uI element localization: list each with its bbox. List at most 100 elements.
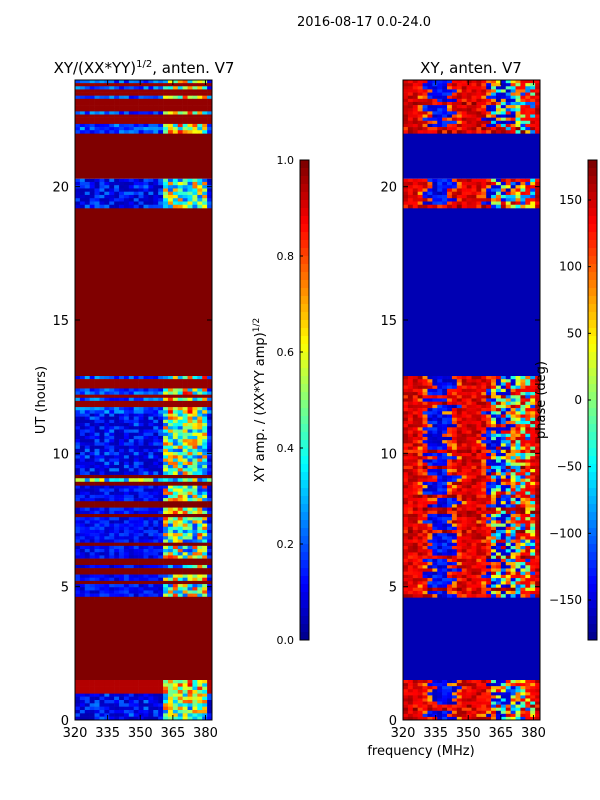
heatmap-cell <box>182 445 188 450</box>
heatmap-cell <box>84 549 90 553</box>
heatmap-cell <box>207 432 213 437</box>
heatmap-cell <box>515 430 521 435</box>
heatmap-cell <box>197 117 203 122</box>
heatmap-cell <box>505 529 511 534</box>
heatmap-cell <box>515 475 521 479</box>
heatmap-cell <box>133 181 139 186</box>
heatmap-cell <box>123 201 130 206</box>
heatmap-cell <box>412 481 418 486</box>
heatmap-cell <box>486 523 492 528</box>
heatmap-cell <box>476 408 482 412</box>
heatmap-cell <box>500 491 507 495</box>
heatmap-cell <box>461 501 467 505</box>
heatmap-cell <box>417 395 423 399</box>
heatmap-cell <box>138 178 144 183</box>
heatmap-cell <box>417 424 423 428</box>
heatmap-cell <box>466 513 472 518</box>
heatmap-cell <box>500 510 507 515</box>
heatmap-cell <box>172 201 179 206</box>
heatmap-cell <box>495 408 502 412</box>
heatmap-cell <box>417 526 423 531</box>
heatmap-cell <box>119 593 125 598</box>
heatmap-cell <box>104 442 110 446</box>
heatmap-cell <box>491 529 497 534</box>
heatmap-cell <box>207 413 213 417</box>
heatmap-cell <box>158 703 164 707</box>
heatmap-cell <box>466 401 472 406</box>
heatmap-cell <box>197 385 203 389</box>
heatmap-cell <box>535 520 541 524</box>
heatmap-cell <box>412 517 418 521</box>
heatmap-cell <box>510 417 516 422</box>
heatmap-cell <box>407 469 414 473</box>
heatmap-cell <box>167 130 174 134</box>
heatmap-cell <box>177 504 183 508</box>
heatmap-cell <box>94 564 100 569</box>
heatmap-cell <box>491 446 497 451</box>
heatmap-cell <box>158 539 164 543</box>
heatmap-cell <box>138 558 144 563</box>
heatmap-cell <box>486 440 492 444</box>
heatmap-cell <box>451 504 458 508</box>
heatmap-cell <box>407 513 414 518</box>
heatmap-cell <box>432 692 438 696</box>
heatmap-cell <box>138 706 144 711</box>
heatmap-cell <box>471 385 477 390</box>
heatmap-cell <box>412 408 418 412</box>
heatmap-cell <box>202 130 208 134</box>
heatmap-cell <box>461 481 467 486</box>
heatmap-cell <box>476 510 482 515</box>
heatmap-cell <box>197 580 203 585</box>
heatmap-cell <box>422 398 428 402</box>
heatmap-cell <box>119 89 125 93</box>
heatmap-cell <box>75 86 81 90</box>
heatmap-cell <box>177 713 183 717</box>
heatmap-cell <box>456 692 463 696</box>
heatmap-cell <box>197 382 203 386</box>
heatmap-cell <box>94 580 100 585</box>
heatmap-cell <box>182 455 188 459</box>
heatmap-cell <box>143 504 149 508</box>
heatmap-cell <box>422 536 428 540</box>
heatmap-cell <box>143 461 149 466</box>
heatmap-cell <box>466 523 472 528</box>
heatmap-cell <box>500 692 507 696</box>
heatmap-cell <box>461 526 467 531</box>
heatmap-cell <box>500 529 507 534</box>
heatmap-cell <box>486 510 492 515</box>
heatmap-cell <box>128 413 135 417</box>
heatmap-cell <box>207 491 213 496</box>
heatmap-cell <box>153 507 159 512</box>
heatmap-cell <box>153 498 159 502</box>
heatmap-cell <box>153 539 159 543</box>
heatmap-cell <box>104 529 110 534</box>
heatmap-cell <box>520 449 526 454</box>
heatmap-cell <box>495 401 502 406</box>
heatmap-cell <box>84 413 90 417</box>
heatmap-cell <box>182 391 188 395</box>
heatmap-cell <box>138 455 144 459</box>
heatmap-cell <box>79 507 86 512</box>
heatmap-cell <box>417 542 423 547</box>
heatmap-cell <box>182 558 188 563</box>
heatmap-cell <box>471 433 477 438</box>
heatmap-cell <box>422 542 428 547</box>
heatmap-cell <box>104 485 110 489</box>
heatmap-cell <box>75 577 81 582</box>
heatmap-cell <box>172 474 179 479</box>
heatmap-cell <box>495 465 502 470</box>
heatmap-cell <box>451 414 458 419</box>
heatmap-cell <box>104 523 110 528</box>
heatmap-cell <box>403 424 409 428</box>
heatmap-cell <box>500 414 507 419</box>
heatmap-cell <box>143 523 149 528</box>
heatmap-cell <box>104 98 110 103</box>
heatmap-cell <box>172 498 179 502</box>
heatmap-cell <box>177 587 183 591</box>
heatmap-cell <box>461 710 467 715</box>
heatmap-cell <box>437 692 443 696</box>
heatmap-cell <box>535 539 541 544</box>
heatmap-cell <box>510 707 516 712</box>
heatmap-cell <box>104 404 110 408</box>
heatmap-cell <box>432 536 438 540</box>
